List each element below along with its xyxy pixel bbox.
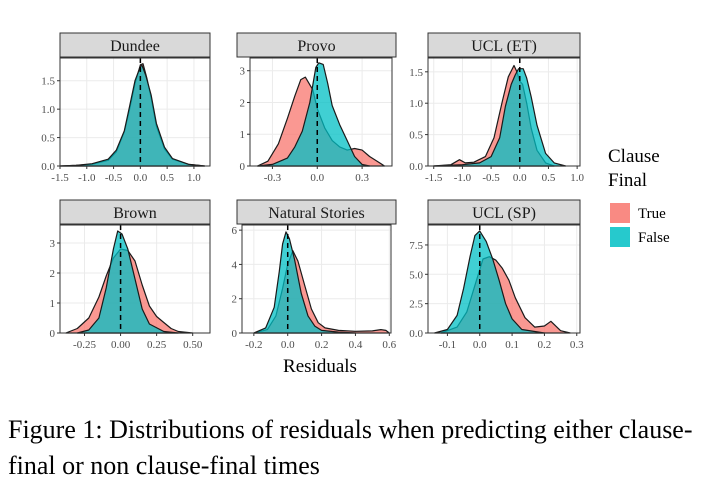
x-tick-label: 0.0 [310, 172, 324, 184]
facet-strip-label: Brown [113, 205, 157, 222]
panel-0: Dundee 0.0 0.5 1.0 1.5 -1.5 -1.0 -0.5 0.0 0.5 1.0 [41, 32, 211, 184]
y-tick-label: 6 [232, 225, 238, 237]
x-tick-label: 0.0 [513, 172, 527, 184]
facet-strip-label: UCL (ET) [471, 38, 537, 55]
panel-border [59, 224, 211, 334]
panel-border [427, 57, 581, 167]
y-tick-label: 2 [240, 97, 246, 109]
legend-title-line-1: Clause [608, 146, 660, 167]
y-tick-label: 5.0 [409, 269, 423, 281]
x-tick-label: 0.0 [281, 339, 295, 351]
panel-3: Brown 0 1 2 3 -0.25 0.00 0.25 0.50 [50, 199, 211, 351]
x-axis-label: Residuals [283, 356, 357, 377]
y-tick-label: 1.5 [41, 76, 55, 88]
y-tick-label: 0.0 [41, 161, 55, 173]
facet-strip [427, 199, 581, 225]
x-tick-label: 0.4 [349, 339, 363, 351]
density-false [433, 230, 545, 334]
x-tick-label: 1.0 [570, 172, 584, 184]
legend-label-true: True [638, 206, 666, 222]
y-tick-label: 0.5 [41, 133, 55, 145]
x-tick-label: 0.00 [111, 339, 131, 351]
x-tick-label: 1.0 [187, 172, 201, 184]
x-tick-label: 0.50 [183, 339, 203, 351]
x-tick-label: -0.25 [73, 339, 96, 351]
y-tick-label: 0.0 [409, 328, 423, 340]
x-tick-label: -0.5 [105, 172, 123, 184]
y-tick-label: 0.5 [409, 130, 423, 142]
facet-strip [59, 199, 211, 225]
x-tick-label: 0.3 [355, 172, 369, 184]
panels-group: Dundee 0.0 0.5 1.0 1.5 -1.5 -1.0 -0.5 0.0 0.5 1.0 P… [41, 32, 585, 351]
x-tick-label: -1.0 [454, 172, 472, 184]
x-tick-label: 0.1 [505, 339, 519, 351]
facet-strip [59, 32, 211, 58]
x-tick-label: 0.6 [382, 339, 396, 351]
facet-strip-label: Provo [297, 38, 335, 55]
y-tick-label: 2.5 [409, 299, 423, 311]
figure-caption: Figure 1: Distributions of residuals whe… [8, 415, 693, 480]
legend-key-true [610, 203, 630, 223]
panel-2: UCL (ET) 0.0 0.5 1.0 1.5 -1.5 -1.0 -0.5 0.0 0.5 1.… [409, 32, 585, 184]
y-tick-label: 2 [50, 268, 56, 280]
x-tick-label: -0.5 [482, 172, 500, 184]
panel-border [249, 57, 393, 167]
x-tick-label: 0.0 [473, 339, 487, 351]
x-tick-label: -0.2 [245, 339, 262, 351]
y-tick-label: 3 [50, 238, 56, 250]
y-tick-label: 1.5 [409, 67, 423, 79]
y-tick-label: 4 [232, 259, 238, 271]
facet-strip-label: Dundee [110, 38, 160, 55]
faceted-density-chart: Dundee 0.0 0.5 1.0 1.5 -1.5 -1.0 -0.5 0.0 0.5 1.0 P… [41, 32, 670, 377]
panel-5: UCL (SP) 0.0 2.5 5.0 7.5 -0.1 0.0 0.1 0.2 0.3 [409, 199, 584, 351]
legend-key-false [610, 227, 630, 247]
y-tick-label: 1 [50, 298, 56, 310]
facet-strip-label: Natural Stories [268, 205, 364, 222]
x-tick-label: 0.3 [570, 339, 584, 351]
y-tick-label: 0 [50, 328, 56, 340]
x-tick-label: 0.5 [160, 172, 174, 184]
panel-border [241, 224, 392, 334]
density-false [256, 62, 371, 167]
x-tick-label: 0.0 [133, 172, 147, 184]
legend-label-false: False [638, 230, 670, 246]
x-tick-label: -1.5 [51, 172, 69, 184]
panel-border [427, 224, 581, 334]
y-tick-label: 2 [232, 294, 238, 306]
x-tick-label: 0.2 [538, 339, 552, 351]
x-tick-label: -0.1 [439, 339, 456, 351]
x-tick-label: 0.5 [542, 172, 556, 184]
x-tick-label: 0.25 [147, 339, 167, 351]
density-false [59, 64, 206, 167]
panel-background [241, 224, 392, 334]
facet-strip [427, 32, 581, 58]
y-tick-label: 0 [232, 328, 238, 340]
density-false [253, 231, 356, 334]
legend-title-line-2: Final [608, 170, 647, 191]
x-tick-label: 0.2 [315, 339, 329, 351]
y-tick-label: 1 [240, 129, 246, 141]
facet-strip [236, 32, 397, 58]
x-tick-label: -1.5 [425, 172, 443, 184]
y-tick-label: 0 [240, 161, 246, 173]
y-tick-label: 3 [240, 66, 246, 78]
panel-1: Provo 0 1 2 3 -0.3 0.0 0.3 [236, 32, 397, 184]
y-tick-label: 0.0 [409, 161, 423, 173]
y-tick-label: 1.0 [409, 98, 423, 110]
y-tick-label: 7.5 [409, 240, 423, 252]
panel-border [59, 57, 211, 167]
x-tick-label: -1.0 [78, 172, 96, 184]
density-false [76, 230, 179, 334]
x-tick-label: -0.3 [264, 172, 282, 184]
y-tick-label: 1.0 [41, 104, 55, 116]
facet-strip [236, 199, 397, 225]
panel-4: Natural Stories 0 2 4 6 -0.2 0.0 0.2 0.4 0.6 [232, 199, 397, 351]
facet-strip-label: UCL (SP) [472, 205, 536, 222]
legend: Clause Final True False [608, 146, 670, 247]
